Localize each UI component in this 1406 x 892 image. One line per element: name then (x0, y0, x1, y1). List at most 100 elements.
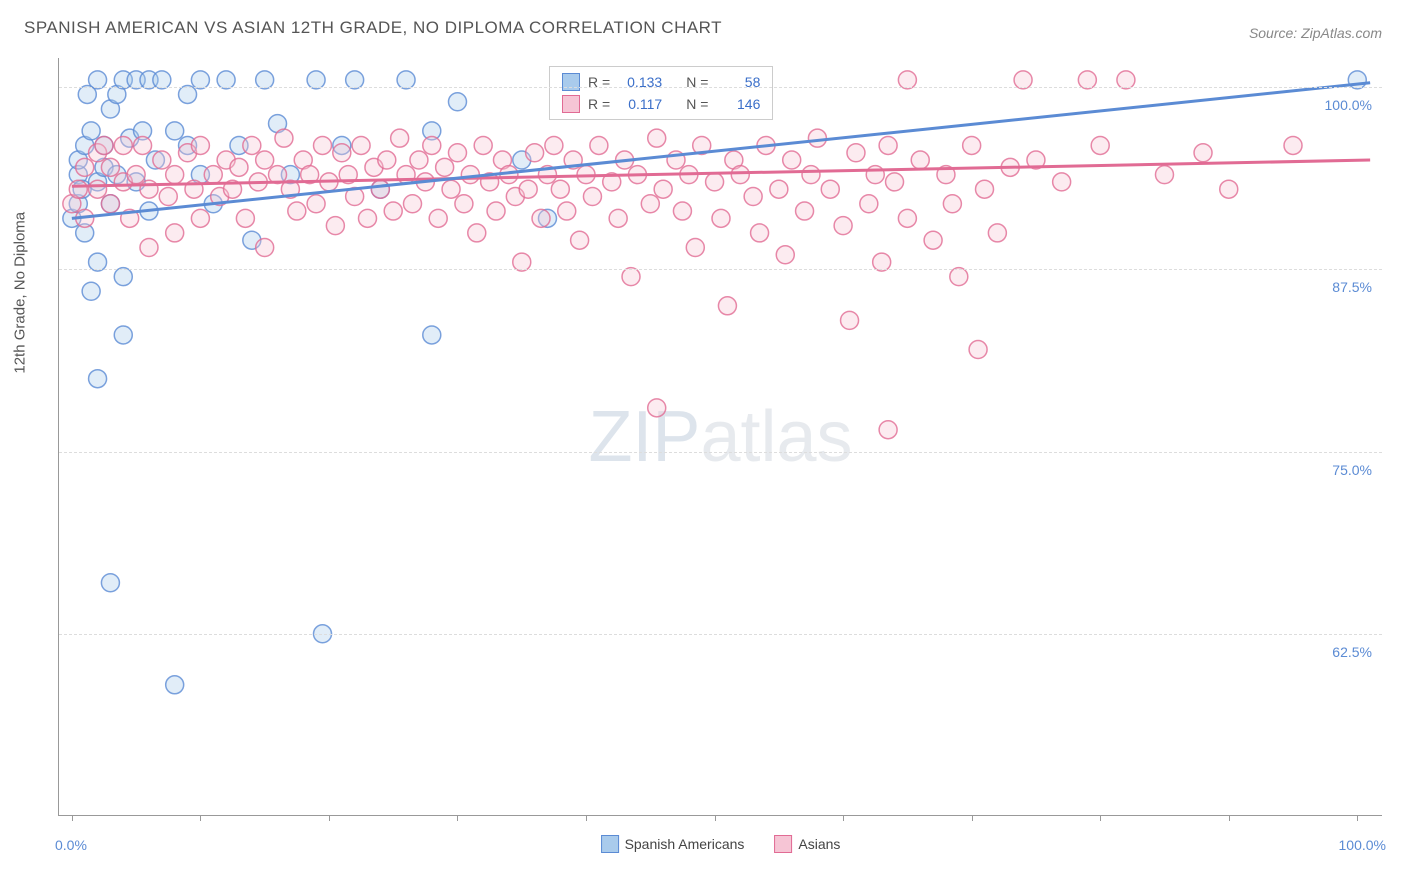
legend-swatch-0 (562, 73, 580, 91)
scatter-point (82, 122, 100, 140)
legend-row-series-1: R = 0.117 N = 146 (562, 93, 760, 115)
scatter-point (410, 151, 428, 169)
n-value-1: 146 (716, 96, 760, 112)
scatter-point (256, 151, 274, 169)
scatter-point (468, 224, 486, 242)
scatter-point (911, 151, 929, 169)
scatter-point (101, 158, 119, 176)
scatter-point (834, 217, 852, 235)
scatter-point (879, 136, 897, 154)
plot-area: ZIPatlas R = 0.133 N = 58 R = 0.117 N = … (58, 58, 1382, 816)
x-axis-min-label: 0.0% (55, 837, 87, 853)
scatter-point (1284, 136, 1302, 154)
n-label-1: N = (686, 96, 708, 112)
r-value-1: 0.117 (618, 96, 662, 112)
source-attribution: Source: ZipAtlas.com (1249, 25, 1382, 41)
y-tick-label: 100.0% (1325, 97, 1372, 113)
scatter-point (429, 209, 447, 227)
scatter-point (314, 136, 332, 154)
scatter-point (89, 180, 107, 198)
scatter-point (166, 224, 184, 242)
scatter-point (532, 209, 550, 227)
scatter-point (1194, 144, 1212, 162)
x-tick (200, 815, 201, 821)
scatter-point (352, 136, 370, 154)
scatter-point (487, 202, 505, 220)
scatter-point (101, 574, 119, 592)
scatter-point (114, 326, 132, 344)
scatter-point (770, 180, 788, 198)
scatter-point (243, 136, 261, 154)
scatter-point (166, 676, 184, 694)
scatter-point (571, 231, 589, 249)
x-tick (586, 815, 587, 821)
r-label-1: R = (588, 96, 610, 112)
scatter-point (423, 326, 441, 344)
scatter-point (127, 166, 145, 184)
scatter-point (1220, 180, 1238, 198)
scatter-point (783, 151, 801, 169)
scatter-point (924, 231, 942, 249)
gridline-h (59, 269, 1382, 270)
scatter-point (526, 144, 544, 162)
x-tick (1229, 815, 1230, 821)
correlation-legend: R = 0.133 N = 58 R = 0.117 N = 146 (549, 66, 773, 120)
legend-bottom-label-1: Asians (798, 836, 840, 852)
legend-row-series-0: R = 0.133 N = 58 (562, 71, 760, 93)
scatter-point (95, 136, 113, 154)
y-tick-label: 75.0% (1332, 462, 1372, 478)
scatter-point (712, 209, 730, 227)
scatter-point (333, 144, 351, 162)
scatter-point (230, 158, 248, 176)
scatter-point (179, 85, 197, 103)
x-tick (72, 815, 73, 821)
scatter-point (1155, 166, 1173, 184)
scatter-point (275, 129, 293, 147)
scatter-point (204, 166, 222, 184)
scatter-point (731, 166, 749, 184)
x-tick (715, 815, 716, 821)
scatter-point (744, 187, 762, 205)
scatter-point (776, 246, 794, 264)
scatter-point (359, 209, 377, 227)
scatter-point (898, 209, 916, 227)
legend-bottom-swatch-1 (774, 835, 792, 853)
scatter-point (558, 202, 576, 220)
scatter-point (423, 136, 441, 154)
legend-item-1: Asians (774, 835, 840, 853)
scatter-point (236, 209, 254, 227)
scatter-point (841, 311, 859, 329)
gridline-h (59, 452, 1382, 453)
gridline-h (59, 87, 1382, 88)
scatter-point (866, 166, 884, 184)
scatter-point (751, 224, 769, 242)
scatter-point (76, 158, 94, 176)
scatter-point (802, 166, 820, 184)
scatter-point (101, 195, 119, 213)
scatter-point (886, 173, 904, 191)
scatter-point (384, 202, 402, 220)
scatter-point (1091, 136, 1109, 154)
scatter-point (590, 136, 608, 154)
x-tick (457, 815, 458, 821)
scatter-point (879, 421, 897, 439)
scatter-point (448, 144, 466, 162)
scatter-point (860, 195, 878, 213)
scatter-point (648, 399, 666, 417)
y-tick-label: 87.5% (1332, 279, 1372, 295)
scatter-point (140, 239, 158, 257)
scatter-point (455, 195, 473, 213)
scatter-point (551, 180, 569, 198)
scatter-point (153, 151, 171, 169)
scatter-point (943, 195, 961, 213)
scatter-point (796, 202, 814, 220)
scatter-point (159, 187, 177, 205)
legend-bottom-swatch-0 (601, 835, 619, 853)
scatter-point (847, 144, 865, 162)
series-legend: Spanish Americans Asians (601, 835, 841, 853)
scatter-point (448, 93, 466, 111)
legend-bottom-label-0: Spanish Americans (625, 836, 745, 852)
scatter-point (821, 180, 839, 198)
y-tick-label: 62.5% (1332, 644, 1372, 660)
scatter-point (82, 282, 100, 300)
